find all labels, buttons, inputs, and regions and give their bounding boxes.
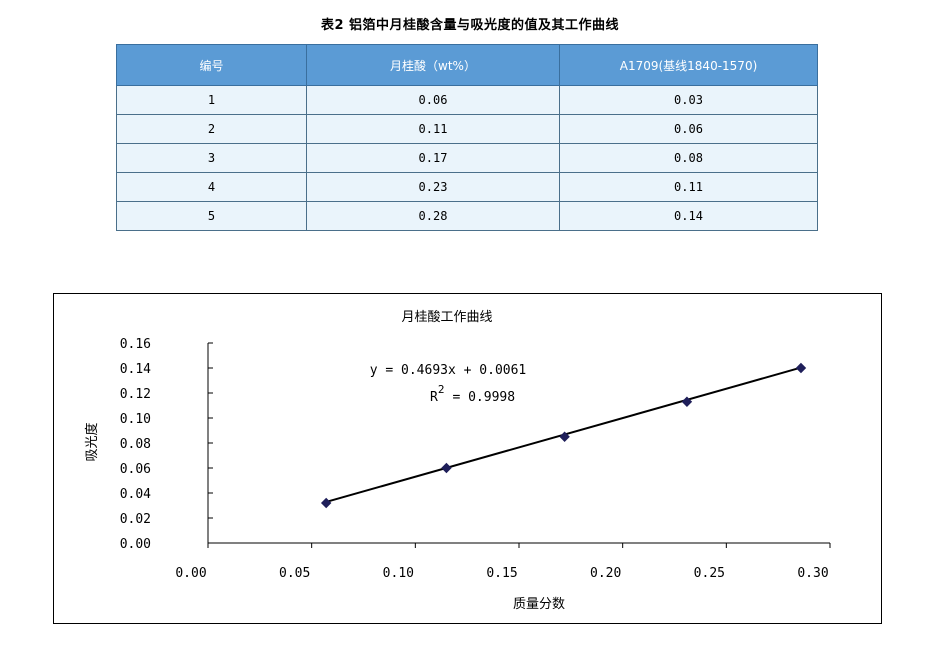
y-tick-label: 0.12 [120,387,151,402]
x-axis-label: 质量分数 [513,597,565,612]
cell-absorbance: 0.08 [559,143,818,173]
cell-absorbance: 0.03 [559,85,818,115]
r-squared-value: = 0.9998 [452,390,515,405]
cell-lauric-acid: 0.28 [306,201,560,231]
cell-absorbance: 0.06 [559,114,818,144]
x-tick-label: 0.05 [279,566,310,581]
data-point-marker [795,362,807,374]
data-point-marker [559,431,570,442]
x-tick-label: 0.25 [694,566,725,581]
y-tick-label: 0.06 [120,462,151,477]
trendline-equation: y = 0.4693x + 0.0061 [370,363,527,378]
x-tick-label: 0.15 [486,566,517,581]
table-row: 2 0.11 0.06 [116,114,818,144]
table-header-row: 编号 月桂酸（wt%） A1709(基线1840-1570) [116,44,818,86]
cell-id: 1 [116,85,307,115]
table-row: 3 0.17 0.08 [116,143,818,173]
y-tick-label: 0.04 [120,487,151,502]
table-row: 5 0.28 0.14 [116,201,818,231]
cell-lauric-acid: 0.11 [306,114,560,144]
r-squared-superscript: 2 [438,383,445,396]
data-table: 编号 月桂酸（wt%） A1709(基线1840-1570) 1 0.06 0.… [116,44,818,231]
y-tick-label: 0.08 [120,437,151,452]
cell-absorbance: 0.11 [559,172,818,202]
chart-frame: 月桂酸工作曲线 吸光度 质量分数 y = 0.4693x + 0.0061 R2… [53,293,882,624]
data-point-marker [320,497,332,509]
cell-lauric-acid: 0.23 [306,172,560,202]
x-tick-label: 0.30 [797,566,828,581]
data-points [320,362,807,509]
cell-lauric-acid: 0.06 [306,85,560,115]
data-point-marker [681,396,693,407]
r-squared-label: R2 = 0.9998 [430,383,515,405]
data-point-marker [441,462,452,474]
table-title: 表2 铝箔中月桂酸含量与吸光度的值及其工作曲线 [320,18,620,33]
y-tick-label: 0.00 [120,537,151,552]
y-tick-label: 0.14 [120,362,151,377]
cell-id: 5 [116,201,307,231]
cell-id: 3 [116,143,307,173]
calibration-chart: 月桂酸工作曲线 吸光度 质量分数 y = 0.4693x + 0.0061 R2… [84,310,831,612]
cell-id: 4 [116,172,307,202]
header-id: 编号 [116,44,307,86]
x-tick-label: 0.20 [590,566,621,581]
chart-title: 月桂酸工作曲线 [401,310,492,325]
y-tick-label: 0.16 [120,337,151,352]
table-row: 1 0.06 0.03 [116,85,818,115]
axes: 0.00 0.02 0.04 0.06 0.08 0.10 0.12 0.14 0.16 0.00… [120,337,831,581]
cell-absorbance: 0.14 [559,201,818,231]
y-tick-label: 0.02 [120,512,151,527]
header-absorbance: A1709(基线1840-1570) [559,44,818,86]
cell-lauric-acid: 0.17 [306,143,560,173]
table-row: 4 0.23 0.11 [116,172,818,202]
y-tick-label: 0.10 [120,412,151,427]
r-squared-symbol: R [430,390,438,405]
header-lauric-acid: 月桂酸（wt%） [306,44,560,86]
y-axis-label: 吸光度 [84,422,100,461]
x-tick-label: 0.00 [175,566,206,581]
cell-id: 2 [116,114,307,144]
x-tick-label: 0.10 [383,566,414,581]
